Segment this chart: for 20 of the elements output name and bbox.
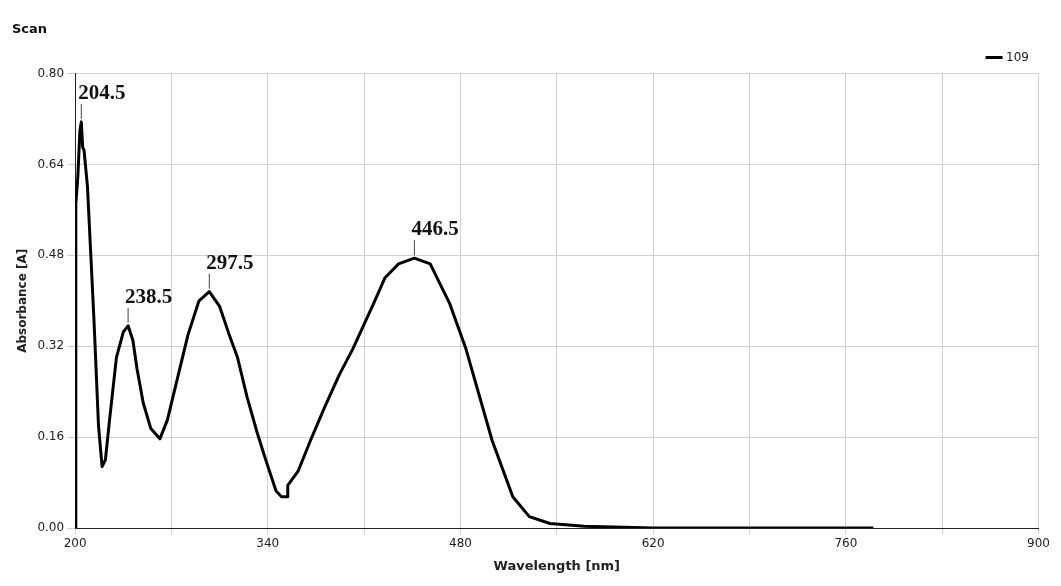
x-tick-label: 340: [256, 536, 280, 551]
x-axis-title: Wavelength [nm]: [493, 557, 621, 573]
y-axis-title: Absorbance [A]: [15, 248, 30, 353]
y-tick-label: 0.00: [37, 520, 65, 535]
annotation: 204.5: [78, 79, 126, 104]
x-tick-label: 900: [1027, 536, 1050, 551]
x-tick-label: 620: [641, 536, 665, 551]
x-tick-label: 200: [63, 536, 87, 551]
annotation: 446.5: [411, 216, 459, 241]
y-tick-label: 0.32: [37, 338, 65, 353]
y-tick-label: 0.16: [37, 429, 65, 444]
x-tick-label: 480: [449, 536, 472, 551]
legend-label: 109: [1006, 49, 1029, 64]
annotation: 238.5: [125, 283, 173, 308]
x-tick-label: 760: [834, 536, 858, 551]
y-tick-label: 0.80: [37, 65, 65, 80]
chart-title: Scan: [12, 21, 48, 37]
y-tick-label: 0.64: [37, 156, 65, 171]
annotation: 297.5: [206, 249, 254, 274]
y-tick-label: 0.48: [37, 247, 65, 262]
